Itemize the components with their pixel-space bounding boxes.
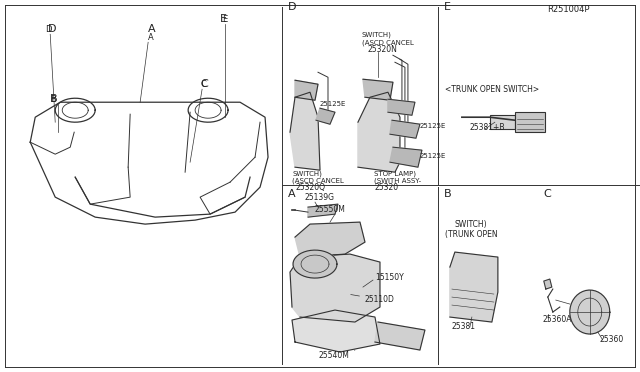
Text: R251004P: R251004P [547, 5, 590, 14]
Polygon shape [316, 108, 335, 124]
Text: (SWITH ASSY-: (SWITH ASSY- [374, 177, 421, 184]
Polygon shape [292, 310, 380, 352]
Text: 25110D: 25110D [351, 295, 395, 304]
Text: B: B [444, 189, 452, 199]
Text: 25125E: 25125E [420, 123, 446, 129]
Text: A: A [148, 24, 156, 34]
Polygon shape [570, 290, 610, 334]
Polygon shape [358, 92, 400, 172]
Polygon shape [295, 222, 365, 257]
Text: 25550M: 25550M [314, 205, 346, 214]
Text: C: C [200, 79, 208, 89]
Bar [515, 112, 545, 132]
Text: SWITCH): SWITCH) [455, 220, 488, 229]
Text: 25320: 25320 [375, 183, 399, 192]
Polygon shape [544, 279, 552, 289]
Text: A: A [288, 189, 296, 199]
Text: 25360: 25360 [600, 335, 624, 344]
Text: 25139G: 25139G [304, 193, 334, 202]
Text: 25125E: 25125E [320, 101, 346, 107]
Text: A: A [148, 33, 154, 42]
Text: (ASCD CANCEL: (ASCD CANCEL [292, 177, 344, 184]
Text: E: E [444, 2, 451, 12]
Text: 25381+B: 25381+B [470, 123, 506, 132]
Polygon shape [308, 204, 338, 217]
Text: SWITCH): SWITCH) [292, 170, 322, 177]
Text: (ASCD CANCEL: (ASCD CANCEL [362, 39, 414, 46]
Text: 25320N: 25320N [368, 45, 398, 54]
Text: C: C [200, 80, 206, 89]
Text: D: D [288, 2, 296, 12]
Text: B: B [50, 94, 58, 104]
Text: 15150Y: 15150Y [375, 273, 404, 282]
Text: D: D [48, 24, 57, 34]
Polygon shape [375, 322, 425, 350]
Text: <TRUNK OPEN SWITCH>: <TRUNK OPEN SWITCH> [445, 85, 539, 94]
Text: SWITCH): SWITCH) [362, 31, 392, 38]
Text: STOP LAMP): STOP LAMP) [374, 170, 416, 177]
Text: D: D [45, 25, 52, 34]
Bar [490, 115, 515, 129]
Polygon shape [290, 254, 380, 322]
Polygon shape [388, 99, 415, 115]
Polygon shape [363, 79, 393, 100]
Polygon shape [390, 120, 420, 138]
Text: 25360A: 25360A [543, 315, 572, 324]
Text: 25125E: 25125E [420, 153, 446, 159]
Text: C: C [544, 189, 552, 199]
Text: E: E [222, 15, 227, 24]
Polygon shape [290, 92, 320, 170]
Text: 25540M: 25540M [318, 350, 355, 360]
Polygon shape [390, 147, 422, 167]
Text: E: E [220, 14, 227, 24]
Polygon shape [450, 252, 498, 322]
Text: B: B [50, 95, 56, 104]
Text: 25381: 25381 [452, 322, 476, 331]
Polygon shape [295, 80, 318, 100]
Polygon shape [293, 250, 337, 278]
Text: 25320Q: 25320Q [295, 183, 325, 192]
Text: (TRUNK OPEN: (TRUNK OPEN [445, 230, 497, 239]
